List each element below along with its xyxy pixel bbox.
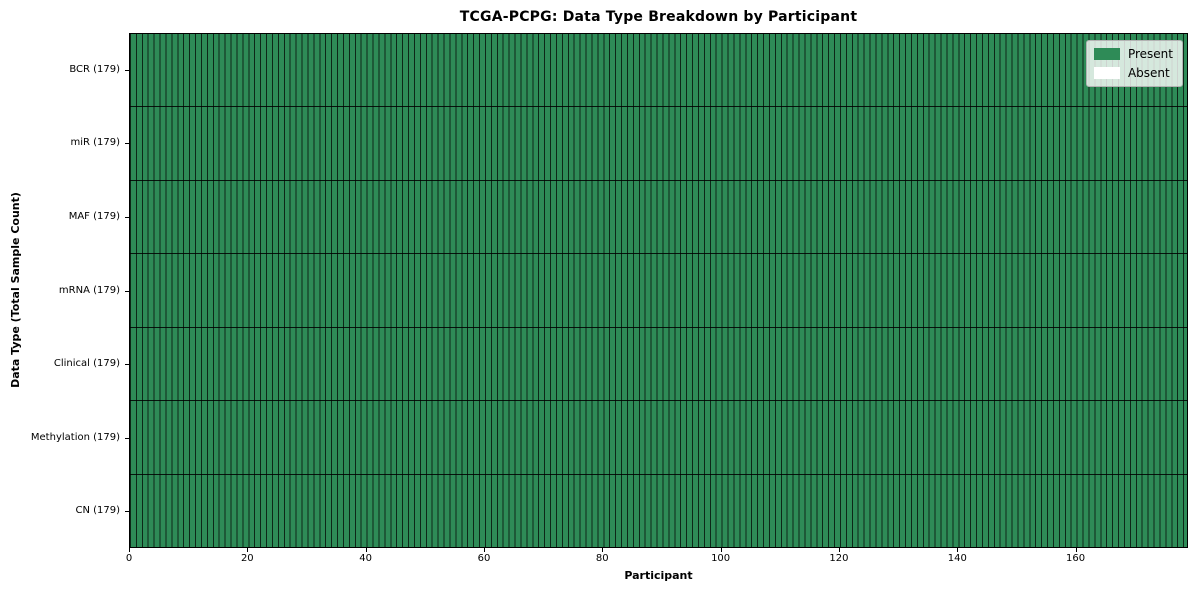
y-tick-mark — [124, 69, 129, 71]
heatmap-row-CN — [130, 475, 1187, 547]
x-axis-label: Participant — [624, 569, 693, 582]
x-tick-label: 140 — [947, 553, 967, 564]
legend-label: Present — [1127, 47, 1173, 61]
x-tick-mark — [957, 548, 959, 552]
heatmap-row-Clinical — [130, 328, 1187, 402]
x-tick-mark — [365, 548, 367, 552]
y-tick-label: Clinical (179) — [53, 358, 120, 370]
heatmap-row-miR — [130, 107, 1187, 181]
x-tick-label: 100 — [711, 553, 731, 564]
y-tick-label: mRNA (179) — [58, 284, 120, 296]
absent-swatch — [1093, 67, 1120, 79]
heatmap-row-BCR — [130, 34, 1187, 108]
x-tick-label: 60 — [477, 553, 491, 564]
y-tick-mark — [124, 437, 129, 439]
y-tick-mark — [124, 364, 129, 366]
present-swatch — [1093, 48, 1120, 60]
x-tick-label: 80 — [595, 553, 609, 564]
y-tick-mark — [124, 216, 129, 218]
x-tick-mark — [1075, 548, 1077, 552]
heatmap-plot: Present Absent — [129, 33, 1188, 548]
heatmap-row-Methylation — [130, 401, 1187, 475]
legend-label: Absent — [1127, 66, 1170, 80]
y-tick-mark — [124, 143, 129, 145]
x-tick-label: 160 — [1066, 553, 1086, 564]
x-tick-mark — [483, 548, 485, 552]
x-tick-mark — [247, 548, 249, 552]
y-tick-label: miR (179) — [70, 137, 120, 149]
y-tick-label: MAF (179) — [68, 210, 120, 222]
x-tick-mark — [129, 548, 130, 552]
chart-title: TCGA-PCPG: Data Type Breakdown by Partic… — [459, 9, 858, 25]
x-tick-label: 40 — [359, 553, 372, 564]
legend-entry-present: Present — [1093, 47, 1173, 61]
y-tick-label: CN (179) — [75, 505, 120, 517]
x-tick-mark — [602, 548, 604, 552]
legend-entry-absent: Absent — [1093, 66, 1173, 80]
y-tick-mark — [124, 290, 129, 292]
x-tick-label: 120 — [829, 553, 849, 564]
heatmap-row-mRNA — [130, 254, 1187, 328]
legend: Present Absent — [1085, 40, 1183, 87]
y-tick-mark — [124, 511, 129, 513]
x-tick-label: 0 — [125, 553, 133, 564]
x-tick-mark — [720, 548, 722, 552]
heatmap-row-MAF — [130, 181, 1187, 255]
x-tick-label: 20 — [240, 553, 254, 564]
y-tick-label: BCR (179) — [69, 63, 120, 75]
x-tick-mark — [838, 548, 840, 552]
y-tick-label: Methylation (179) — [30, 431, 120, 443]
